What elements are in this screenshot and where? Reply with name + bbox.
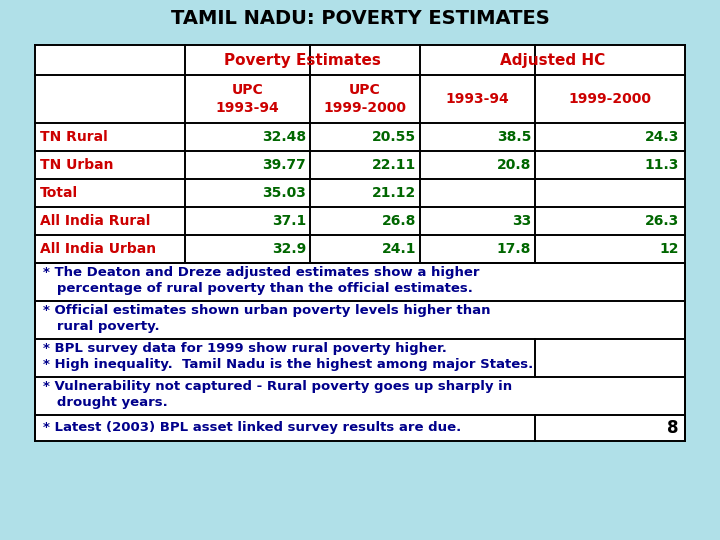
- Text: 39.77: 39.77: [262, 158, 306, 172]
- Text: 12: 12: [660, 242, 679, 256]
- Text: TN Rural: TN Rural: [40, 130, 108, 144]
- Text: All India Urban: All India Urban: [40, 242, 156, 256]
- Text: drought years.: drought years.: [43, 396, 168, 409]
- Text: 24.1: 24.1: [382, 242, 416, 256]
- Text: 21.12: 21.12: [372, 186, 416, 200]
- Bar: [35, 339, 685, 377]
- Text: 26.3: 26.3: [644, 214, 679, 228]
- Text: * BPL survey data for 1999 show rural poverty higher.: * BPL survey data for 1999 show rural po…: [43, 342, 447, 355]
- Text: Total: Total: [40, 186, 78, 200]
- Text: 26.8: 26.8: [382, 214, 416, 228]
- Text: TAMIL NADU: POVERTY ESTIMATES: TAMIL NADU: POVERTY ESTIMATES: [171, 9, 549, 28]
- Text: Poverty Estimates: Poverty Estimates: [224, 52, 381, 68]
- Bar: [35, 415, 685, 441]
- Text: 8: 8: [667, 419, 679, 437]
- Text: 1993-94: 1993-94: [446, 92, 509, 106]
- Text: 17.8: 17.8: [497, 242, 531, 256]
- Text: 38.5: 38.5: [497, 130, 531, 144]
- Text: 20.8: 20.8: [497, 158, 531, 172]
- Text: * Latest (2003) BPL asset linked survey results are due.: * Latest (2003) BPL asset linked survey …: [43, 422, 462, 435]
- Text: rural poverty.: rural poverty.: [43, 320, 160, 333]
- Text: * High inequality.  Tamil Nadu is the highest among major States.: * High inequality. Tamil Nadu is the hig…: [43, 357, 534, 370]
- Text: TN Urban: TN Urban: [40, 158, 114, 172]
- Text: * The Deaton and Dreze adjusted estimates show a higher: * The Deaton and Dreze adjusted estimate…: [43, 266, 480, 279]
- Text: All India Rural: All India Rural: [40, 214, 150, 228]
- Text: 32.9: 32.9: [271, 242, 306, 256]
- Text: 33: 33: [512, 214, 531, 228]
- Text: 22.11: 22.11: [372, 158, 416, 172]
- Bar: [35, 301, 685, 339]
- Text: percentage of rural poverty than the official estimates.: percentage of rural poverty than the off…: [43, 281, 473, 295]
- Text: 37.1: 37.1: [271, 214, 306, 228]
- Bar: [35, 45, 685, 263]
- Bar: [35, 263, 685, 301]
- Text: 11.3: 11.3: [644, 158, 679, 172]
- Text: 32.48: 32.48: [262, 130, 306, 144]
- Text: UPC
1993-94: UPC 1993-94: [215, 83, 279, 115]
- Text: 24.3: 24.3: [644, 130, 679, 144]
- Text: * Official estimates shown urban poverty levels higher than: * Official estimates shown urban poverty…: [43, 305, 490, 318]
- Text: UPC
1999-2000: UPC 1999-2000: [323, 83, 407, 115]
- Text: 20.55: 20.55: [372, 130, 416, 144]
- Text: 1999-2000: 1999-2000: [569, 92, 652, 106]
- Text: 35.03: 35.03: [262, 186, 306, 200]
- Text: * Vulnerability not captured - Rural poverty goes up sharply in: * Vulnerability not captured - Rural pov…: [43, 380, 512, 393]
- Text: Adjusted HC: Adjusted HC: [500, 52, 605, 68]
- Bar: [35, 377, 685, 415]
